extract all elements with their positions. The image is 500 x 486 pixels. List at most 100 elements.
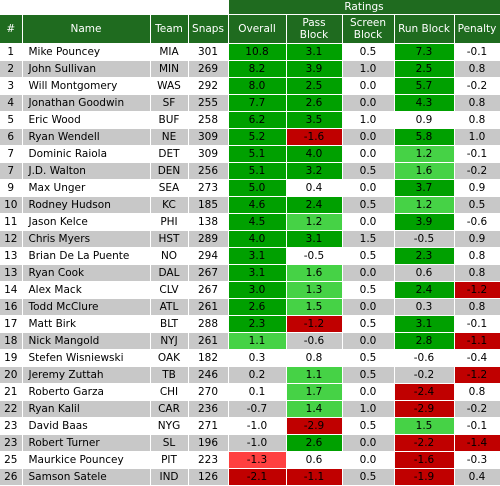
name-cell: Samson Satele — [22, 468, 151, 486]
penalty-cell: -0.3 — [454, 451, 500, 469]
run-block-cell: -2.4 — [394, 383, 455, 401]
penalty-cell: 0.5 — [454, 196, 500, 214]
overall-cell: 2.6 — [228, 298, 287, 316]
name-cell: Matt Birk — [22, 315, 151, 333]
col-screen-block[interactable]: Screen Block — [342, 14, 395, 44]
team-cell: NYG — [150, 417, 189, 435]
col-rank[interactable]: # — [0, 14, 23, 44]
snaps-cell: 292 — [188, 77, 229, 95]
team-cell: PIT — [150, 451, 189, 469]
name-cell: Brian De La Puente — [22, 247, 151, 265]
table-row: 16 Todd McClure ATL 261 2.6 1.5 0.0 0.3 0.8 — [0, 298, 500, 316]
penalty-cell: -0.1 — [454, 417, 500, 435]
rank-cell: 11 — [0, 213, 23, 231]
penalty-cell: 0.8 — [454, 60, 500, 78]
run-block-cell: 1.2 — [394, 196, 455, 214]
overall-cell: 0.3 — [228, 349, 287, 367]
team-cell: HST — [150, 230, 189, 248]
name-cell: Nick Mangold — [22, 332, 151, 350]
name-cell: Maurkice Pouncey — [22, 451, 151, 469]
overall-cell: 3.1 — [228, 247, 287, 265]
col-team[interactable]: Team — [150, 14, 189, 44]
snaps-cell: 196 — [188, 434, 229, 452]
name-cell: Robert Turner — [22, 434, 151, 452]
rank-cell: 7 — [0, 145, 23, 163]
run-block-cell: 1.6 — [394, 162, 455, 180]
rank-cell: 12 — [0, 230, 23, 248]
penalty-cell: 0.8 — [454, 264, 500, 282]
pass-block-cell: 4.0 — [286, 145, 343, 163]
rank-cell: 16 — [0, 298, 23, 316]
run-block-cell: -1.9 — [394, 468, 455, 486]
team-cell: NYJ — [150, 332, 189, 350]
pass-block-cell: 3.5 — [286, 111, 343, 129]
rank-cell: 10 — [0, 196, 23, 214]
team-cell: WAS — [150, 77, 189, 95]
run-block-cell: 0.9 — [394, 111, 455, 129]
snaps-cell: 269 — [188, 60, 229, 78]
penalty-cell: -0.1 — [454, 315, 500, 333]
pass-block-cell: -1.1 — [286, 468, 343, 486]
name-cell: Rodney Hudson — [22, 196, 151, 214]
rank-cell: 21 — [0, 383, 23, 401]
table-row: 23 Robert Turner SL 196 -1.0 2.6 0.0 -2.2 -1.4 — [0, 434, 500, 452]
penalty-cell: -0.4 — [454, 349, 500, 367]
col-overall[interactable]: Overall — [228, 14, 287, 44]
run-block-cell: 7.3 — [394, 43, 455, 61]
name-cell: Ryan Kalil — [22, 400, 151, 418]
team-cell: ATL — [150, 298, 189, 316]
snaps-cell: 267 — [188, 264, 229, 282]
penalty-cell: -0.6 — [454, 213, 500, 231]
run-block-cell: 1.5 — [394, 417, 455, 435]
col-run-block[interactable]: Run Block — [394, 14, 455, 44]
col-penalty[interactable]: Penalty — [454, 14, 500, 44]
ratings-group-header: Ratings — [228, 0, 500, 15]
screen-block-cell: 0.5 — [342, 247, 395, 265]
snaps-cell: 126 — [188, 468, 229, 486]
col-name[interactable]: Name — [22, 14, 151, 44]
team-cell: DAL — [150, 264, 189, 282]
pass-block-cell: 1.4 — [286, 400, 343, 418]
screen-block-cell: 0.5 — [342, 468, 395, 486]
snaps-cell: 223 — [188, 451, 229, 469]
team-cell: OAK — [150, 349, 189, 367]
screen-block-cell: 0.5 — [342, 281, 395, 299]
penalty-cell: -1.1 — [454, 332, 500, 350]
pass-block-cell: 3.1 — [286, 230, 343, 248]
screen-block-cell: 0.5 — [342, 349, 395, 367]
overall-cell: -1.0 — [228, 417, 287, 435]
pass-block-cell: 3.1 — [286, 43, 343, 61]
penalty-cell: -0.2 — [454, 77, 500, 95]
screen-block-cell: 0.5 — [342, 315, 395, 333]
pass-block-cell: -0.5 — [286, 247, 343, 265]
overall-cell: 1.1 — [228, 332, 287, 350]
snaps-cell: 273 — [188, 179, 229, 197]
table-row: 19 Stefen Wisniewski OAK 182 0.3 0.8 0.5 -0.6 -0… — [0, 349, 500, 367]
col-snaps[interactable]: Snaps — [188, 14, 229, 44]
rank-cell: 9 — [0, 179, 23, 197]
rank-cell: 4 — [0, 94, 23, 112]
team-cell: DET — [150, 145, 189, 163]
rank-cell: 7 — [0, 162, 23, 180]
name-cell: Jonathan Goodwin — [22, 94, 151, 112]
run-block-cell: -2.9 — [394, 400, 455, 418]
col-pass-block[interactable]: Pass Block — [286, 14, 343, 44]
rank-cell: 3 — [0, 77, 23, 95]
pass-block-cell: -1.6 — [286, 128, 343, 146]
rank-cell: 13 — [0, 264, 23, 282]
penalty-cell: -0.1 — [454, 43, 500, 61]
team-cell: KC — [150, 196, 189, 214]
run-block-cell: 0.6 — [394, 264, 455, 282]
snaps-cell: 271 — [188, 417, 229, 435]
table-row: 13 Brian De La Puente NO 294 3.1 -0.5 0.5 2.3 0.… — [0, 247, 500, 265]
screen-block-cell: 0.0 — [342, 383, 395, 401]
snaps-cell: 261 — [188, 298, 229, 316]
rank-cell: 26 — [0, 468, 23, 486]
run-block-cell: 4.3 — [394, 94, 455, 112]
pass-block-cell: 3.9 — [286, 60, 343, 78]
penalty-cell: -0.2 — [454, 400, 500, 418]
table-row: 26 Samson Satele IND 126 -2.1 -1.1 0.5 -1.9 0.4 — [0, 468, 500, 486]
name-cell: Ryan Cook — [22, 264, 151, 282]
table-row: 7 Dominic Raiola DET 309 5.1 4.0 0.0 1.2 -0.1 — [0, 145, 500, 163]
name-cell: Mike Pouncey — [22, 43, 151, 61]
